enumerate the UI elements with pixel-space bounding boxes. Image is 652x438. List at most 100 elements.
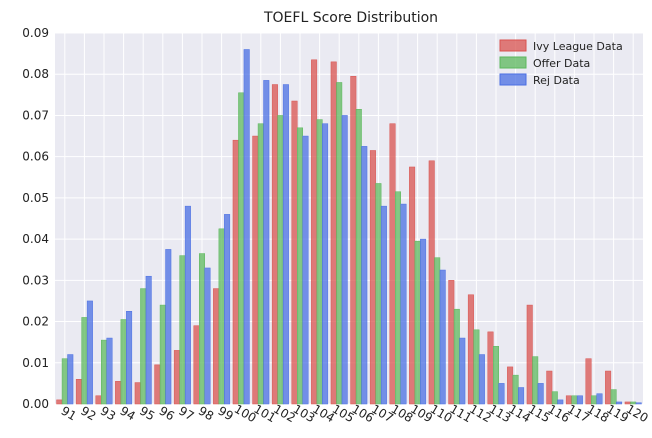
bar-offer-data-115 [532,356,539,405]
bar-offer-data-107 [375,183,382,405]
bar-ivy-league-data-96 [154,364,161,405]
bar-rej-data-98 [204,267,211,405]
x-tick-label: 98 [196,404,216,424]
bars [56,49,642,405]
bar-rej-data-102 [282,84,289,405]
bar-ivy-league-data-105 [330,61,337,405]
legend-label: Offer Data [533,57,590,70]
bar-ivy-league-data-114 [507,366,514,405]
bar-ivy-league-data-113 [487,331,494,405]
legend-swatch-offer-data [499,56,527,69]
bar-rej-data-116 [557,399,564,405]
plot-area [55,33,643,404]
x-tick-label: 96 [157,404,177,424]
legend: Ivy League Data Offer Data Rej Data [499,39,623,87]
y-tick-label: 0.09 [22,26,49,40]
bar-offer-data-99 [218,228,225,405]
bar-rej-data-115 [537,383,544,405]
bar-rej-data-97 [184,205,191,405]
bar-offer-data-119 [610,389,617,405]
bar-ivy-league-data-119 [605,370,612,405]
bar-rej-data-113 [498,383,505,405]
bar-ivy-league-data-101 [252,135,259,405]
y-tick-label: 0.00 [22,397,49,411]
legend-label: Ivy League Data [533,40,623,53]
y-tick-label: 0.05 [22,191,49,205]
bar-offer-data-97 [179,255,186,405]
bar-offer-data-96 [159,304,166,405]
bar-offer-data-103 [297,127,303,405]
bar-rej-data-120 [635,402,642,405]
y-tick-labels: 0.00 0.01 0.02 0.03 0.04 0.05 0.06 0.07 0.08 0.09 [22,26,49,411]
x-tick-label: 97 [176,404,196,424]
bar-offer-data-105 [336,82,343,405]
bar-offer-data-111 [453,308,460,405]
bar-ivy-league-data-110 [428,160,435,405]
x-tick-label: 95 [137,404,157,424]
bar-rej-data-112 [478,354,485,405]
bar-offer-data-113 [493,346,499,405]
bar-offer-data-106 [355,109,362,405]
bar-rej-data-109 [420,238,427,405]
bar-ivy-league-data-100 [232,139,239,405]
x-tick-label: 94 [117,404,137,424]
bar-offer-data-95 [140,288,147,405]
bar-ivy-league-data-109 [409,166,416,405]
x-tick-label: 99 [215,404,235,424]
bar-rej-data-107 [380,205,387,405]
y-tick-label: 0.07 [22,108,49,122]
bar-ivy-league-data-106 [350,76,357,405]
chart-title: TOEFL Score Distribution [263,10,438,26]
legend-label: Rej Data [533,74,580,87]
x-tick-label: 92 [78,404,98,424]
bar-ivy-league-data-118 [585,358,592,405]
bar-ivy-league-data-116 [546,370,553,405]
bar-rej-data-108 [400,203,407,405]
bar-ivy-league-data-91 [56,399,63,405]
bar-rej-data-104 [322,123,329,405]
bar-offer-data-98 [199,253,205,405]
bar-ivy-league-data-95 [134,382,141,405]
bar-rej-data-110 [439,269,446,405]
bar-ivy-league-data-115 [526,304,533,405]
bar-offer-data-101 [257,123,264,405]
bar-ivy-league-data-108 [389,123,396,405]
bar-rej-data-105 [341,115,348,405]
bar-offer-data-104 [316,119,323,405]
bar-offer-data-109 [414,240,421,405]
bar-ivy-league-data-93 [95,395,102,405]
bar-rej-data-96 [165,249,172,405]
bar-rej-data-91 [67,354,74,405]
bar-rej-data-95 [145,275,152,405]
bar-ivy-league-data-98 [193,325,200,405]
bar-ivy-league-data-102 [271,84,278,405]
bar-ivy-league-data-112 [467,294,474,405]
x-tick-labels: 91 92 93 94 95 96 97 98 991001011021031041051061… [59,402,651,426]
y-tick-label: 0.02 [22,315,49,329]
bar-rej-data-118 [596,393,603,405]
x-tick-label: 91 [59,404,79,424]
y-tick-label: 0.04 [22,232,49,246]
y-tick-label: 0.06 [22,150,49,164]
y-tick-label: 0.08 [22,67,49,81]
bar-ivy-league-data-103 [291,100,298,405]
bar-offer-data-108 [395,191,401,405]
bar-rej-data-114 [518,387,525,405]
legend-swatch-rej-data [499,73,527,86]
bar-ivy-league-data-97 [173,350,180,405]
bar-ivy-league-data-107 [369,150,376,405]
x-tick-label: 120 [624,402,651,426]
bar-offer-data-116 [551,391,558,405]
bar-offer-data-112 [473,329,480,405]
y-tick-label: 0.03 [22,273,49,287]
bar-offer-data-91 [61,358,68,405]
bar-rej-data-111 [459,337,466,405]
bar-offer-data-100 [238,92,245,405]
bar-rej-data-103 [302,135,309,405]
y-tick-label: 0.01 [22,356,49,370]
bar-ivy-league-data-94 [115,381,122,405]
bar-offer-data-93 [101,339,107,405]
bar-offer-data-94 [120,319,127,405]
bar-rej-data-94 [126,311,133,405]
